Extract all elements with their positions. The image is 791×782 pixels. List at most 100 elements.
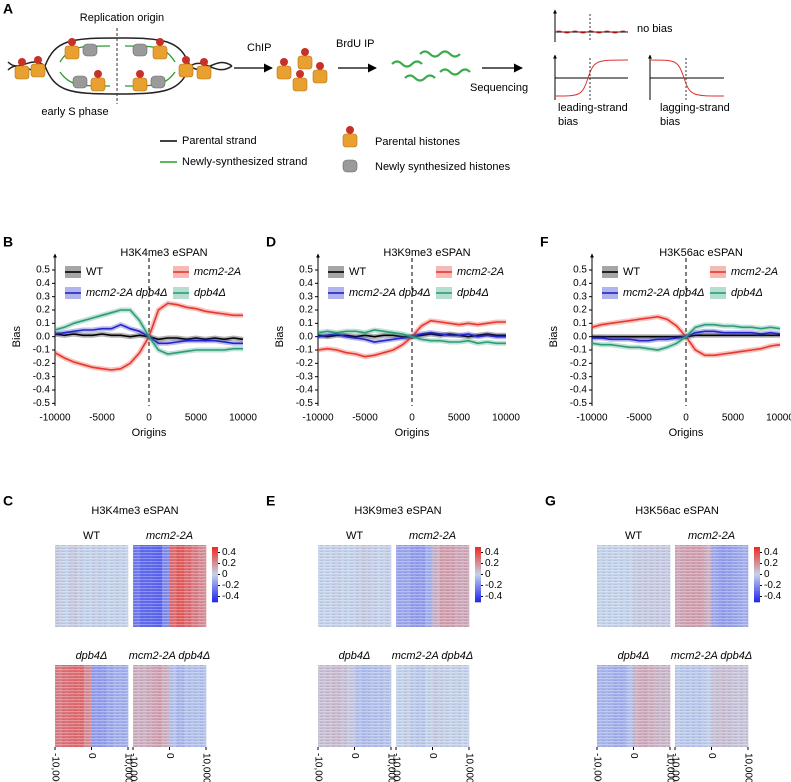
legend-label: dpb4Δ <box>194 287 226 299</box>
colorbar-slice <box>212 573 218 575</box>
colorbar-slice <box>475 588 481 590</box>
colorbar-slice <box>475 552 481 555</box>
colorbar-tick-label: 0 <box>764 569 770 580</box>
colorbar-slice <box>212 600 218 603</box>
legend-label: WT <box>86 266 103 278</box>
colorbar-slice <box>475 556 481 559</box>
y-tick-label: -0.3 <box>33 371 51 382</box>
y-tick-label: -0.5 <box>296 398 314 409</box>
colorbar-slice <box>754 552 760 555</box>
y-tick-label: 0.0 <box>573 331 587 342</box>
colorbar-slice <box>475 586 481 589</box>
x-tick-label: -10,000 <box>312 753 323 782</box>
legend-icon <box>342 125 358 148</box>
colorbar-slice <box>754 586 760 589</box>
y-tick-label: 0.4 <box>573 278 587 289</box>
label: leading-strand <box>558 102 628 114</box>
heatmap-texture <box>55 665 128 747</box>
colorbar-slice <box>754 555 760 557</box>
colorbar-slice <box>212 577 218 579</box>
x-tick-label: 0 <box>683 413 689 424</box>
heatmap-texture <box>133 665 206 747</box>
colorbar-slice <box>754 549 760 552</box>
y-tick-label: 0.2 <box>36 305 50 316</box>
x-tick-label: 0 <box>427 753 438 759</box>
colorbar-slice <box>475 582 481 585</box>
colorbar-slice <box>754 600 760 603</box>
histone <box>292 69 308 92</box>
colorbar-slice <box>475 599 481 601</box>
colorbar-slice <box>475 547 481 549</box>
x-tick-label: 0 <box>164 753 175 759</box>
label: bias <box>660 116 681 128</box>
y-tick-label: -0.4 <box>570 385 588 396</box>
colorbar-slice <box>754 559 760 562</box>
histone <box>196 57 212 80</box>
x-tick-label: 0 <box>409 413 415 424</box>
colorbar-slice <box>754 593 760 596</box>
colorbar-slice <box>475 575 481 578</box>
y-tick-label: -0.1 <box>570 345 588 356</box>
colorbar-slice <box>754 582 760 585</box>
label: Sequencing <box>470 82 528 94</box>
colorbar-slice <box>754 585 760 588</box>
colorbar-slice <box>212 553 218 556</box>
colorbar-slice <box>754 578 760 581</box>
colorbar-slice <box>754 556 760 559</box>
colorbar-slice <box>754 562 760 564</box>
heatmap-label: dpb4Δ <box>339 650 371 662</box>
colorbar-slice <box>754 591 760 593</box>
colorbar-slice <box>475 584 481 586</box>
colorbar-slice <box>475 566 481 568</box>
y-tick-label: 0.0 <box>36 331 50 342</box>
colorbar-slice <box>212 560 218 563</box>
legend-label: WT <box>349 266 366 278</box>
colorbar-slice <box>475 562 481 564</box>
y-tick-label: 0.4 <box>36 278 50 289</box>
x-tick-label: 10,000 <box>463 753 474 782</box>
y-axis-label: Bias <box>548 325 560 347</box>
colorbar-slice <box>754 574 760 577</box>
y-tick-label: 0.2 <box>573 305 587 316</box>
colorbar-slice <box>212 596 218 599</box>
colorbar-tick-label: -0.2 <box>764 580 782 591</box>
colorbar-slice <box>212 575 218 578</box>
x-tick-label: 5000 <box>722 413 745 424</box>
x-tick-label: -5000 <box>89 413 115 424</box>
panel-label: F <box>540 234 549 250</box>
colorbar-slice <box>475 581 481 584</box>
chart-title: H3K9me3 eSPAN <box>383 247 470 259</box>
y-tick-label: -0.2 <box>33 358 51 369</box>
colorbar-slice <box>754 581 760 584</box>
heatmap-label: mcm2-2A dpb4Δ <box>671 650 753 662</box>
colorbar-slice <box>475 580 481 582</box>
y-tick-label: -0.3 <box>570 371 588 382</box>
y-tick-label: -0.5 <box>33 398 51 409</box>
x-tick-label: 0 <box>706 753 717 759</box>
legend-label: Newly-synthesized strand <box>182 156 307 168</box>
colorbar-slice <box>212 555 218 557</box>
legend-label: dpb4Δ <box>457 287 489 299</box>
y-tick-label: -0.3 <box>296 371 314 382</box>
x-axis-label: Origins <box>132 427 167 439</box>
colorbar-slice <box>475 549 481 552</box>
colorbar-slice <box>475 555 481 557</box>
colorbar-tick-label: 0 <box>485 569 491 580</box>
colorbar-slice <box>212 563 218 566</box>
x-tick-label: -10000 <box>39 413 71 424</box>
x-tick-label: -10,000 <box>390 753 401 782</box>
colorbar-slice <box>754 566 760 568</box>
y-tick-label: -0.5 <box>570 398 588 409</box>
colorbar-tick-label: 0.2 <box>222 558 236 569</box>
colorbar-tick-label: -0.2 <box>222 580 240 591</box>
colorbar-tick-label: 0.4 <box>485 547 499 558</box>
x-tick-label: 10000 <box>492 413 520 424</box>
colorbar-slice <box>212 567 218 570</box>
colorbar-slice <box>212 584 218 586</box>
x-tick-label: -10000 <box>302 413 334 424</box>
colorbar-slice <box>475 595 481 597</box>
histone <box>178 55 194 78</box>
colorbar-slice <box>212 591 218 593</box>
heatmap-label: mcm2-2A <box>688 530 735 542</box>
